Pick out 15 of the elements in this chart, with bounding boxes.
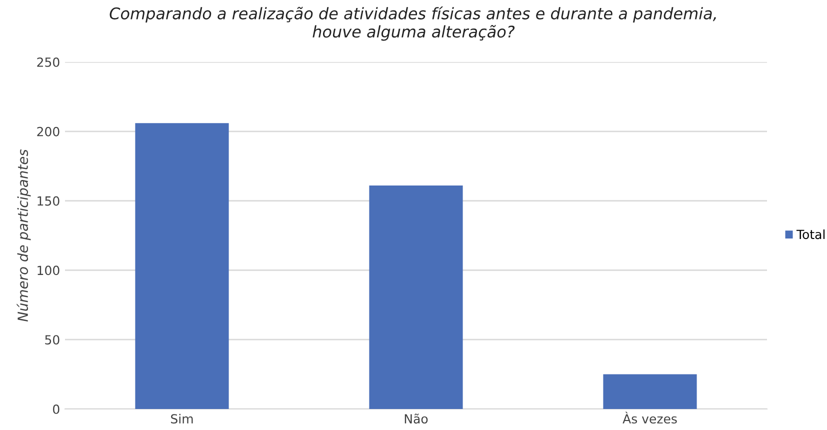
y-tick-label: 150	[38, 196, 60, 206]
y-tick-label: 100	[38, 266, 60, 276]
chart-title: Comparando a realização de atividades físicas antes e durante a pandemia, houve alguma alteração?	[110, 6, 716, 41]
legend-label: Total	[796, 229, 825, 240]
y-tick-label: 50	[45, 335, 60, 345]
bar	[135, 123, 229, 409]
y-tick-label: 200	[37, 126, 60, 136]
y-tick-label: 0	[53, 404, 60, 414]
bar	[603, 374, 697, 409]
y-tick-label: 250	[37, 57, 60, 67]
y-axis-title: Número de participantes	[16, 149, 31, 322]
bar	[369, 186, 463, 409]
x-tick-label: Às vezes	[622, 412, 677, 424]
x-tick-label: Não	[404, 414, 428, 424]
x-tick-label: Sim	[171, 414, 193, 424]
